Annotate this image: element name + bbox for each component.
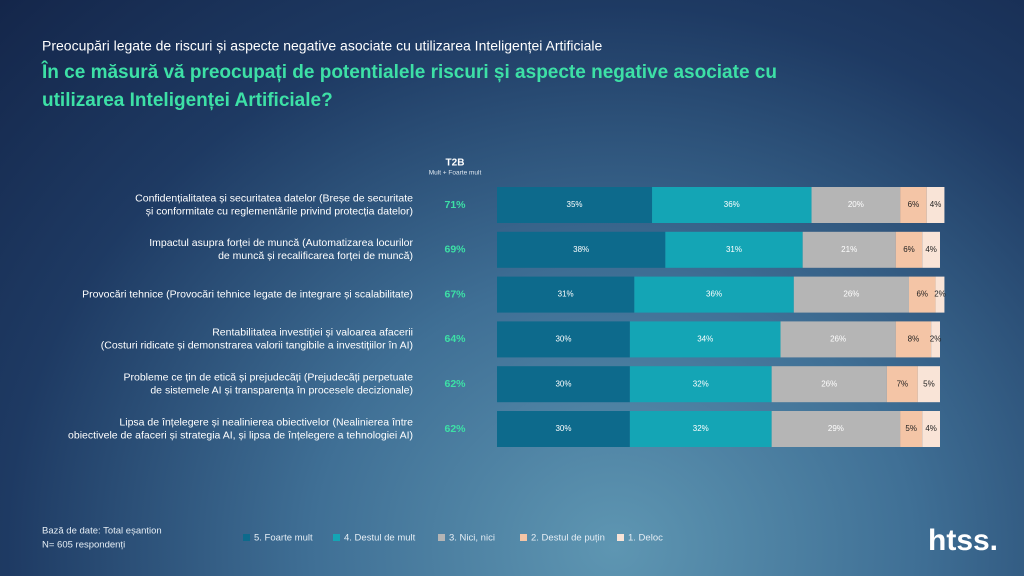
category-label: obiectivele de afaceri și strategia AI, … — [68, 429, 413, 441]
category-label: de sistemele AI și transparența în proce… — [150, 384, 413, 396]
value-label: 26% — [843, 290, 859, 299]
t2b-value: 67% — [444, 288, 466, 300]
value-label: 31% — [558, 290, 574, 299]
category-label: Lipsa de înțelegere și nealinierea obiec… — [119, 416, 413, 428]
t2b-value: 62% — [444, 378, 466, 390]
legend-label: 2. Destul de puțin — [531, 533, 605, 544]
bar-segment — [497, 231, 666, 268]
bar-segment — [629, 411, 772, 447]
bar-segment — [665, 231, 803, 268]
bar-segment — [771, 411, 901, 447]
value-label: 5% — [905, 424, 917, 433]
t2b-subtitle: Mult + Foarte mult — [429, 170, 482, 177]
bar-segment — [793, 276, 909, 313]
category-label: de muncă și recalificarea forței de munc… — [218, 250, 413, 262]
title: utilizarea Inteligenței Artificiale? — [42, 90, 333, 111]
bar-segment — [922, 411, 940, 447]
category-label: Confidențialitatea și securitatea datelo… — [135, 192, 413, 204]
bar-segment — [652, 187, 812, 223]
value-label: 4% — [930, 200, 942, 209]
value-label: 6% — [908, 200, 920, 209]
value-label: 6% — [903, 245, 915, 254]
category-label: și conformitate cu reglementările privin… — [146, 205, 413, 217]
title: În ce măsură vă preocupați de potentiale… — [41, 61, 777, 83]
bar-segment — [811, 187, 901, 223]
legend-label: 1. Deloc — [628, 533, 663, 544]
bar-segment — [497, 187, 653, 223]
bar-segment — [900, 411, 923, 447]
value-label: 20% — [848, 200, 864, 209]
legend-swatch — [243, 534, 250, 541]
value-label: 31% — [726, 245, 742, 254]
bar-segment — [931, 321, 940, 358]
value-label: 4% — [925, 245, 937, 254]
bar-segment — [780, 321, 896, 358]
category-label: Rentabilitatea investiției și valoarea a… — [212, 327, 413, 339]
bar-segment — [886, 366, 918, 403]
value-label: 32% — [693, 379, 709, 388]
bar-segment — [629, 321, 781, 358]
value-label: 30% — [555, 379, 571, 388]
bar-segment — [771, 366, 887, 403]
t2b-value: 62% — [444, 423, 466, 435]
value-label: 5% — [923, 379, 935, 388]
value-label: 29% — [828, 424, 844, 433]
value-label: 36% — [706, 290, 722, 299]
value-label: 21% — [841, 245, 857, 254]
value-label: 26% — [821, 379, 837, 388]
value-label: 30% — [555, 335, 571, 344]
value-label: 26% — [830, 335, 846, 344]
legend-swatch — [617, 534, 624, 541]
legend-label: 4. Destul de mult — [344, 533, 416, 544]
t2b-value: 64% — [444, 333, 466, 345]
bar-segment — [922, 231, 940, 268]
footnote: Bază de date: Total eșantion — [42, 526, 162, 537]
bar-segment — [895, 321, 932, 358]
bar-segment — [497, 321, 630, 358]
legend-label: 3. Nici, nici — [449, 533, 495, 544]
bar-segment — [802, 231, 896, 268]
value-label: 32% — [693, 424, 709, 433]
bar-segment — [900, 187, 927, 223]
t2b-title: T2B — [446, 158, 465, 169]
category-label: Impactul asupra forței de muncă (Automat… — [149, 237, 413, 249]
t2b-value: 69% — [444, 244, 466, 256]
bar-segment — [634, 276, 794, 313]
legend-label: 5. Foarte mult — [254, 533, 313, 544]
value-label: 34% — [697, 335, 713, 344]
bar-segment — [926, 187, 945, 223]
supertitle: Preocupări legate de riscuri și aspecte … — [42, 38, 603, 54]
legend-swatch — [520, 534, 527, 541]
value-label: 35% — [567, 200, 583, 209]
value-label: 8% — [908, 335, 920, 344]
value-label: 30% — [555, 424, 571, 433]
value-label: 2% — [930, 335, 942, 344]
bar-segment — [497, 366, 630, 403]
t2b-value: 71% — [444, 199, 466, 211]
category-label: (Costuri ridicate și demonstrarea valori… — [101, 340, 413, 352]
value-label: 38% — [573, 245, 589, 254]
legend-swatch — [333, 534, 340, 541]
bar-segment — [908, 276, 936, 313]
footnote: N= 605 respondenți — [42, 540, 125, 551]
category-label: Provocări tehnice (Provocări tehnice leg… — [82, 288, 413, 300]
bar-segment — [497, 411, 630, 447]
bar-segment — [935, 276, 945, 313]
legend-swatch — [438, 534, 445, 541]
bar-segment — [629, 366, 772, 403]
value-label: 6% — [916, 290, 928, 299]
value-label: 7% — [897, 379, 909, 388]
bar-segment — [497, 276, 635, 313]
category-label: Probleme ce țin de etică și prejudecăți … — [124, 371, 414, 383]
value-label: 2% — [934, 290, 946, 299]
bar-segment — [895, 231, 923, 268]
logo: htss. — [928, 524, 998, 557]
bar-segment — [917, 366, 940, 403]
value-label: 36% — [724, 200, 740, 209]
value-label: 4% — [925, 424, 937, 433]
